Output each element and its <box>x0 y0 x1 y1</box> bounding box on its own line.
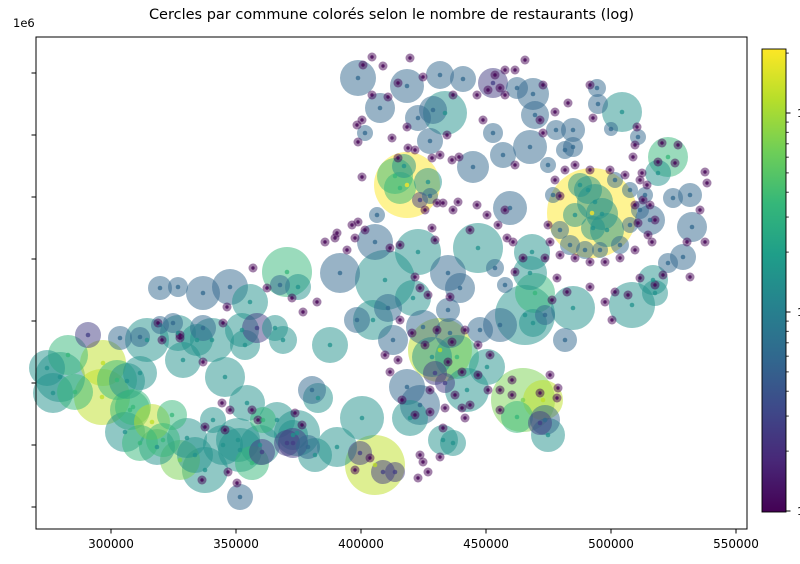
svg-text:400000: 400000 <box>338 537 384 551</box>
svg-text:350000: 350000 <box>213 537 259 551</box>
svg-text:10⁰: 10⁰ <box>797 505 800 518</box>
chart-title: Cercles par commune colorés selon le nom… <box>148 7 635 23</box>
y-axis-offset-label: 1e6 <box>13 16 35 30</box>
x-axis: 300000 350000 400000 450000 500000 550000 <box>88 529 759 551</box>
y-axis <box>31 72 36 508</box>
plot-border <box>35 36 748 530</box>
svg-text:450000: 450000 <box>463 537 509 551</box>
colorbar: 10² 10¹ 10⁰ <box>761 48 800 518</box>
svg-text:550000: 550000 <box>713 537 759 551</box>
svg-text:500000: 500000 <box>588 537 634 551</box>
svg-text:10¹: 10¹ <box>797 306 800 319</box>
svg-text:300000: 300000 <box>88 537 134 551</box>
svg-text:10²: 10² <box>797 107 800 120</box>
scatter-layer <box>29 52 712 510</box>
